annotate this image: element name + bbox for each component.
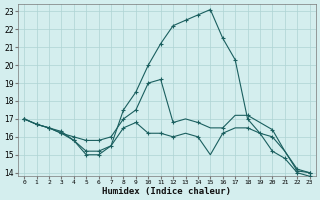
X-axis label: Humidex (Indice chaleur): Humidex (Indice chaleur) [102,187,231,196]
